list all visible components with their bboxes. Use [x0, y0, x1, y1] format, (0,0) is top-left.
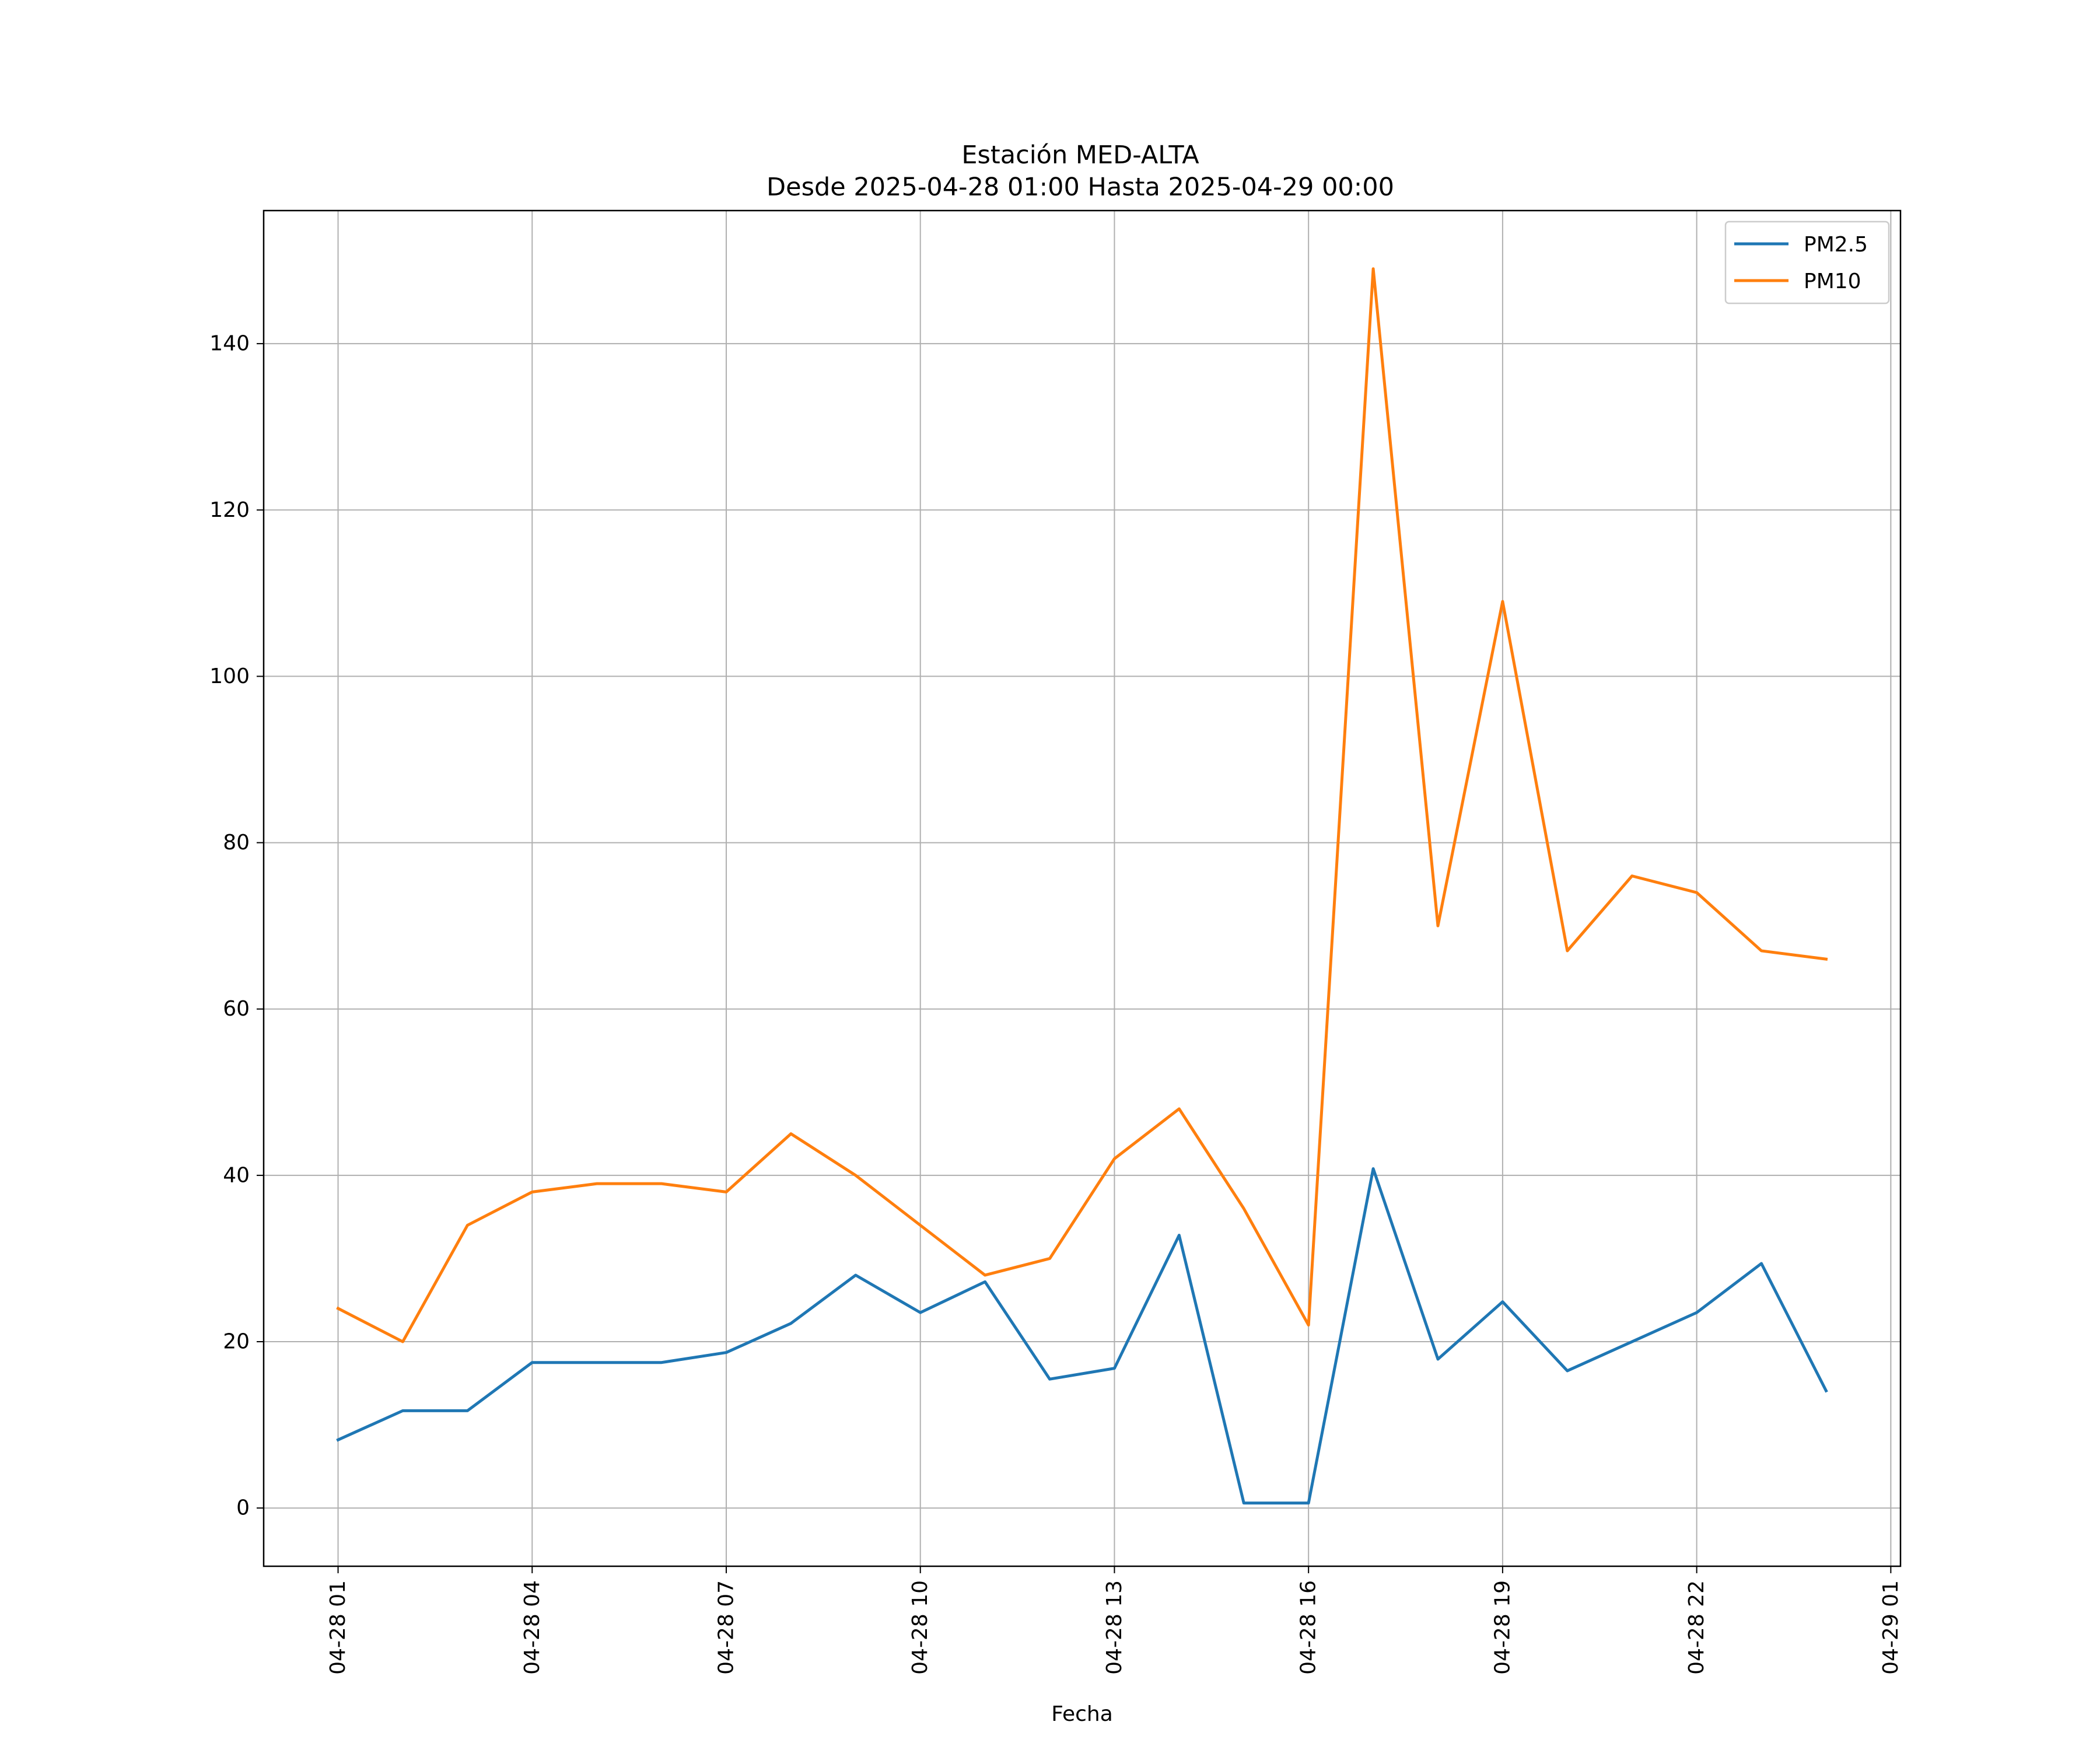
x-tick-label: 04-28 10	[908, 1580, 932, 1675]
plot-frame	[262, 209, 1902, 1567]
y-tick-label: 20	[223, 1330, 250, 1354]
legend-label-pm10: PM10	[1804, 270, 1861, 293]
series-line-pm25	[336, 1167, 1828, 1505]
x-axis-label: Fecha	[1051, 1702, 1113, 1726]
x-tick-label: 04-28 19	[1490, 1580, 1514, 1675]
x-tick-label: 04-28 01	[326, 1580, 350, 1675]
y-tick-label: 60	[223, 997, 250, 1021]
y-tick-label: 40	[223, 1163, 250, 1187]
series-line-pm10	[336, 267, 1828, 1343]
series-lines	[336, 267, 1828, 1505]
legend-box	[1724, 220, 1890, 304]
y-tick-label: 80	[223, 831, 250, 855]
x-tick-label: 04-28 22	[1685, 1580, 1709, 1675]
x-tick-label: 04-28 16	[1297, 1580, 1321, 1675]
x-axis-ticks: 04-28 01 04-28 04 04-28 07 04-28 10 04-28 13…	[326, 1566, 1903, 1675]
chart-title-line2: Desde 2025-04-28 01:00 Hasta 2025-04-29 …	[766, 173, 1394, 202]
legend-label-pm25: PM2.5	[1804, 233, 1868, 257]
y-tick-label: 120	[209, 498, 250, 522]
y-tick-label: 100	[209, 664, 250, 688]
y-tick-label: 0	[236, 1496, 250, 1520]
y-axis-ticks: 0 20 40 60 80 100 120 140	[209, 332, 264, 1520]
chart-title-line1: Estación MED-ALTA	[961, 141, 1199, 170]
grid	[264, 211, 1901, 1566]
legend: PM2.5 PM10	[1724, 220, 1890, 304]
x-tick-label: 04-28 07	[715, 1580, 738, 1675]
x-tick-label: 04-28 13	[1102, 1580, 1126, 1675]
x-tick-label: 04-28 04	[520, 1580, 544, 1675]
y-tick-label: 140	[209, 332, 250, 356]
x-tick-label: 04-29 01	[1879, 1580, 1903, 1675]
